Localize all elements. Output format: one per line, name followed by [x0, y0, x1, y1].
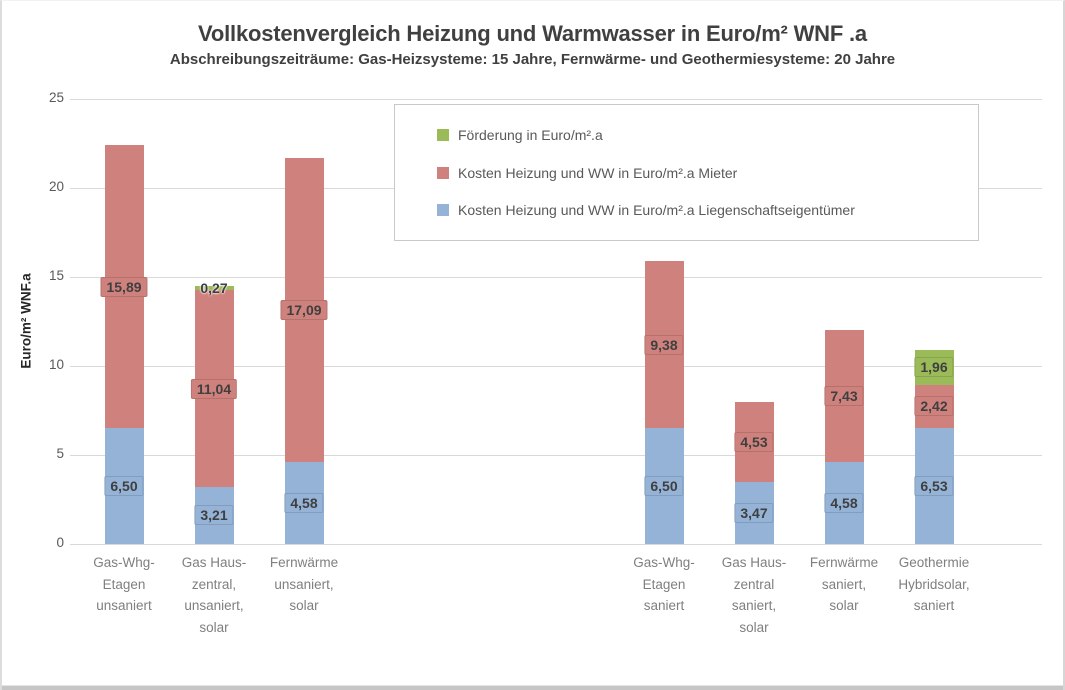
- bar-value-label: 3,47: [734, 503, 774, 524]
- legend-swatch-mieter-icon: [437, 166, 449, 179]
- bar-value-label: 0,27: [200, 279, 228, 296]
- gridline-15: [70, 277, 1042, 278]
- bar-value-label: 1,96: [914, 357, 954, 378]
- y-tick-label-10: 10: [48, 357, 64, 372]
- bar-segment: [194, 285, 234, 291]
- x-category-label: Gas-Whg- Etagen unsaniert: [93, 555, 155, 614]
- bar-value-label: 4,58: [824, 493, 864, 514]
- bar-value-label: 7,43: [824, 386, 864, 407]
- bottom-edge-highlight: [2, 685, 1063, 686]
- bar-value-label: 6,53: [914, 475, 954, 496]
- gridline-10: [70, 366, 1042, 367]
- y-axis-title: Euro/m² WNF.a: [18, 273, 34, 369]
- bar-value-label: 9,38: [644, 334, 684, 355]
- chart-subtitle: Abschreibungszeiträume: Gas-Heizsysteme:…: [169, 51, 896, 68]
- gridline-5: [70, 455, 1042, 456]
- x-category-label: Geothermie Hybridsolar, saniert: [898, 555, 970, 614]
- x-category-label: Fernwärme saniert, solar: [809, 555, 879, 614]
- x-category-label: Gas-Whg- Etagen saniert: [633, 555, 695, 614]
- bar-value-label: 6,50: [104, 476, 144, 497]
- bar-value-label: 3,21: [194, 505, 234, 526]
- x-category-label: Fernwärme unsaniert, solar: [269, 555, 339, 614]
- legend-entry-mieter: Kosten Heizung und WW in Euro/m².a Miete…: [437, 165, 978, 181]
- bar-value-label: 6,50: [644, 476, 684, 497]
- chart-title: Vollkostenvergleich Heizung und Warmwass…: [198, 21, 867, 46]
- bar-value-label: 2,42: [914, 396, 954, 417]
- legend-label-mieter: Kosten Heizung und WW in Euro/m².a Miete…: [458, 164, 738, 181]
- legend-label-foerderung: Förderung in Euro/m².a: [458, 126, 603, 143]
- x-category-label: Gas Haus- zentral, unsaniert, solar: [181, 555, 247, 635]
- y-tick-label-25: 25: [48, 90, 64, 105]
- legend-swatch-eigentuemer-icon: [437, 204, 449, 217]
- y-tick-label-20: 20: [48, 179, 64, 194]
- bar-value-label: 11,04: [190, 378, 238, 399]
- y-tick-label-5: 5: [56, 446, 64, 461]
- y-tick-label-15: 15: [48, 268, 64, 283]
- x-category-label: Gas Haus- zentral saniert, solar: [721, 555, 787, 635]
- legend-swatch-foerderung-icon: [437, 128, 449, 141]
- bar-value-label: 15,89: [100, 276, 148, 297]
- bar-value-label: 17,09: [280, 300, 328, 321]
- y-tick-label-0: 0: [56, 535, 64, 550]
- legend-entry-foerderung: Förderung in Euro/m².a: [437, 127, 978, 143]
- gridline-0: [70, 544, 1042, 545]
- bar-value-label: 4,58: [284, 493, 324, 514]
- gridline-25: [70, 99, 1042, 100]
- legend-entry-eigentuemer: Kosten Heizung und WW in Euro/m².a Liege…: [437, 202, 978, 218]
- legend-label-eigentuemer: Kosten Heizung und WW in Euro/m².a Liege…: [458, 202, 855, 219]
- bottom-edge: [2, 686, 1063, 690]
- legend: Förderung in Euro/m².a Kosten Heizung un…: [394, 104, 979, 241]
- bar-value-label: 4,53: [734, 431, 774, 452]
